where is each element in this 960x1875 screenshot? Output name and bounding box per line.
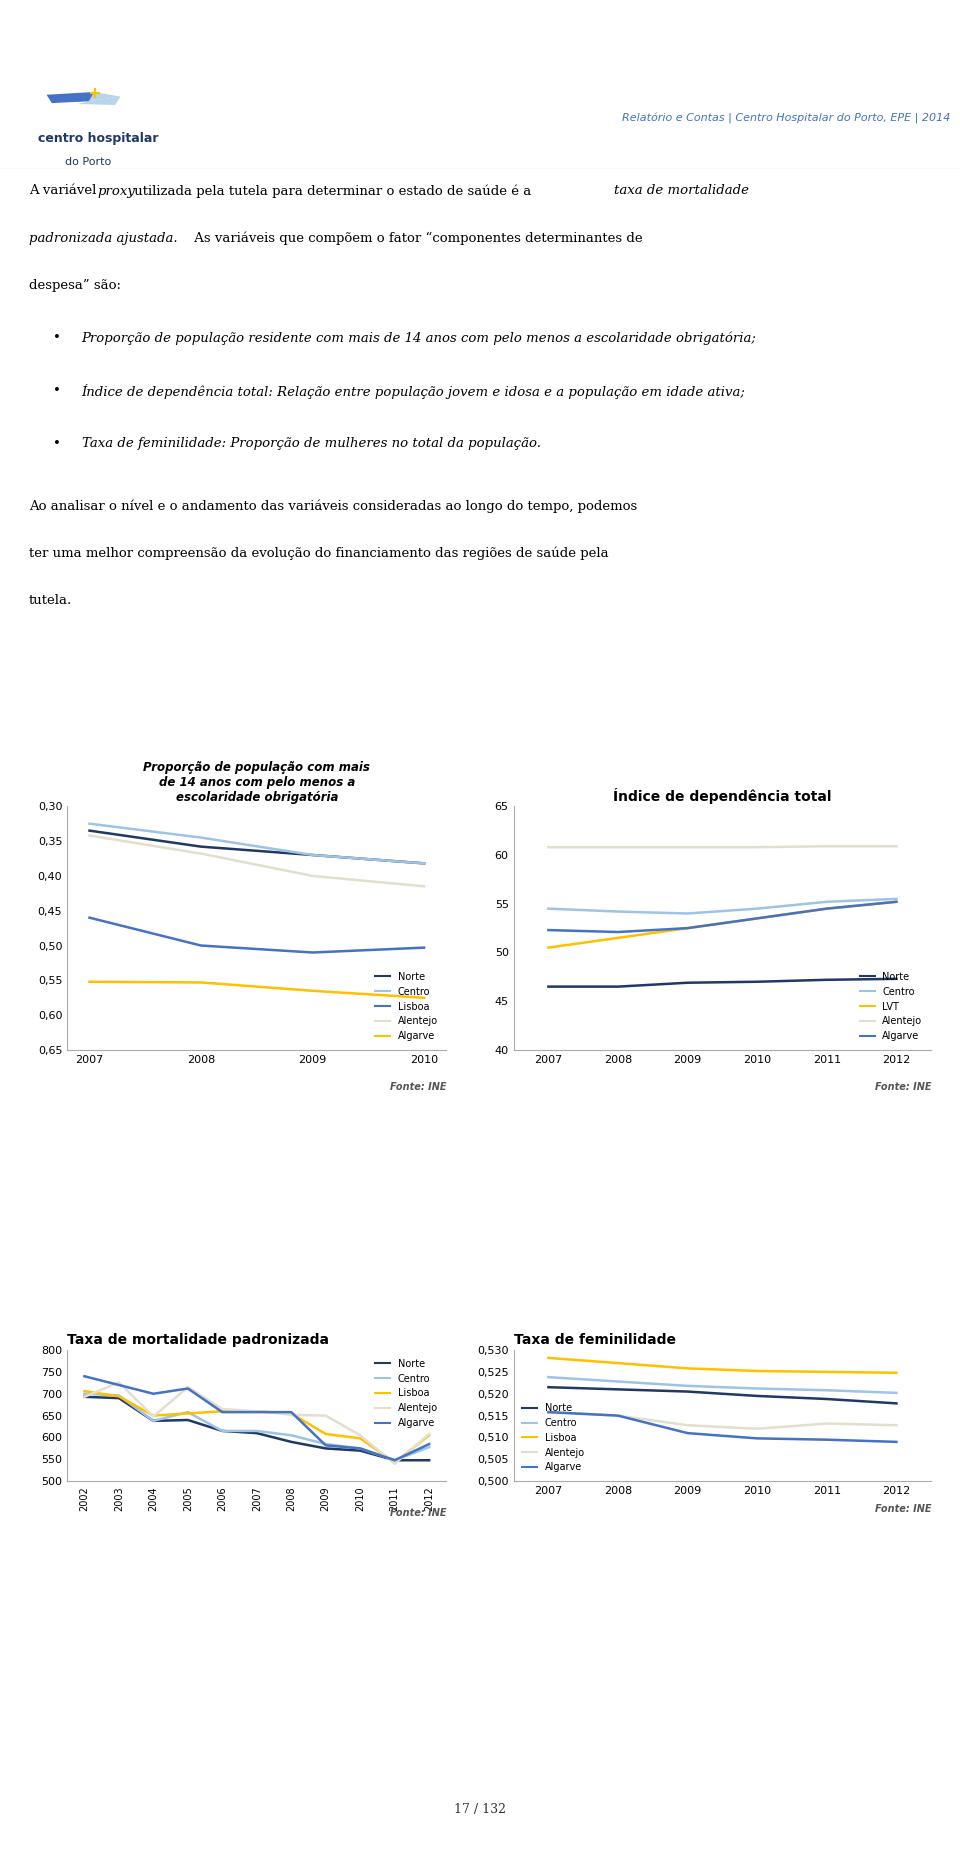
Text: A variável: A variável — [29, 184, 101, 197]
Text: Relatório e Contas | Centro Hospitalar do Porto, EPE | 2014: Relatório e Contas | Centro Hospitalar d… — [622, 112, 950, 124]
Legend: Norte, Centro, Lisboa, Alentejo, Algarve: Norte, Centro, Lisboa, Alentejo, Algarve — [372, 1356, 442, 1432]
Text: Taxa de mortalidade padronizada: Taxa de mortalidade padronizada — [67, 1333, 329, 1348]
Text: Ao analisar o nível e o andamento das variáveis consideradas ao longo do tempo, : Ao analisar o nível e o andamento das va… — [29, 499, 637, 514]
Text: centro hospitalar: centro hospitalar — [38, 131, 159, 144]
Text: taxa de mortalidade: taxa de mortalidade — [614, 184, 750, 197]
Polygon shape — [46, 92, 94, 103]
Text: utilizada pela tutela para determinar o estado de saúde é a: utilizada pela tutela para determinar o … — [130, 184, 535, 199]
Text: despesa” são:: despesa” são: — [29, 279, 121, 292]
Legend: Norte, Centro, Lisboa, Alentejo, Algarve: Norte, Centro, Lisboa, Alentejo, Algarve — [518, 1399, 588, 1476]
Legend: Norte, Centro, Lisboa, Alentejo, Algarve: Norte, Centro, Lisboa, Alentejo, Algarve — [372, 968, 442, 1044]
Text: •: • — [53, 437, 60, 450]
Text: do Porto: do Porto — [65, 158, 111, 167]
Text: Taxa de feminilidade: Proporção de mulheres no total da população.: Taxa de feminilidade: Proporção de mulhe… — [82, 437, 540, 450]
Text: As variáveis que compõem o fator “componentes determinantes de: As variáveis que compõem o fator “compon… — [190, 232, 642, 246]
Text: Fonte: INE: Fonte: INE — [875, 1082, 931, 1091]
Text: ter uma melhor compreensão da evolução do financiamento das regiões de saúde pel: ter uma melhor compreensão da evolução d… — [29, 548, 609, 561]
Text: •: • — [53, 332, 60, 345]
Text: Fonte: INE: Fonte: INE — [390, 1508, 446, 1517]
Polygon shape — [79, 98, 121, 105]
Text: Taxa de feminilidade: Taxa de feminilidade — [514, 1333, 676, 1348]
Text: padronizada ajustada.: padronizada ajustada. — [29, 232, 178, 246]
Title: Proporção de população com mais
de 14 anos com pelo menos a
escolaridade obrigat: Proporção de população com mais de 14 an… — [143, 761, 371, 804]
Text: Fonte: INE: Fonte: INE — [390, 1082, 446, 1091]
Text: proxy: proxy — [97, 184, 134, 197]
Text: •: • — [53, 384, 60, 398]
Polygon shape — [62, 92, 121, 101]
Text: Fonte: INE: Fonte: INE — [875, 1504, 931, 1513]
Text: 17 / 132: 17 / 132 — [454, 1804, 506, 1815]
Legend: Norte, Centro, LVT, Alentejo, Algarve: Norte, Centro, LVT, Alentejo, Algarve — [856, 968, 926, 1044]
Text: tutela.: tutela. — [29, 594, 72, 608]
Text: Índice de dependência total: Relação entre população jovem e idosa e a população: Índice de dependência total: Relação ent… — [82, 384, 746, 399]
Text: Proporção de população residente com mais de 14 anos com pelo menos a escolarida: Proporção de população residente com mai… — [82, 332, 756, 345]
Title: Índice de dependência total: Índice de dependência total — [613, 788, 831, 804]
